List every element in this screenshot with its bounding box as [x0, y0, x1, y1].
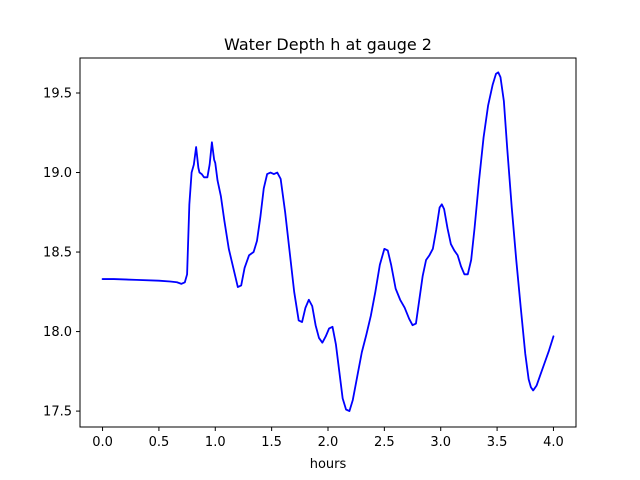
x-tick-label: 3.5	[487, 435, 508, 450]
y-axis: 17.5 18.0 18.5 19.0 19.5	[43, 86, 80, 420]
chart-title: Water Depth h at gauge 2	[224, 35, 432, 54]
y-tick-label: 18.5	[43, 246, 72, 261]
plot-frame	[79, 57, 577, 428]
x-tick-label: 2.0	[318, 435, 339, 450]
series-line-0	[101, 71, 555, 412]
y-tick-label: 18.0	[43, 325, 72, 340]
x-axis-label: hours	[310, 457, 347, 472]
x-tick-label: 3.0	[430, 435, 451, 450]
x-tick-label: 0.5	[149, 435, 170, 450]
x-axis: 0.0 0.5 1.0 1.5 2.0 2.5 3.0 3.5 4.0	[92, 427, 564, 450]
y-tick-label: 19.5	[43, 86, 72, 101]
x-tick-label: 1.5	[261, 435, 282, 450]
x-tick-label: 1.0	[205, 435, 226, 450]
x-tick-label: 0.0	[92, 435, 113, 450]
y-tick-label: 19.0	[43, 166, 72, 181]
plot-area	[79, 57, 577, 428]
x-tick-label: 4.0	[543, 435, 564, 450]
x-tick-label: 2.5	[374, 435, 395, 450]
y-tick-label: 17.5	[43, 405, 72, 420]
